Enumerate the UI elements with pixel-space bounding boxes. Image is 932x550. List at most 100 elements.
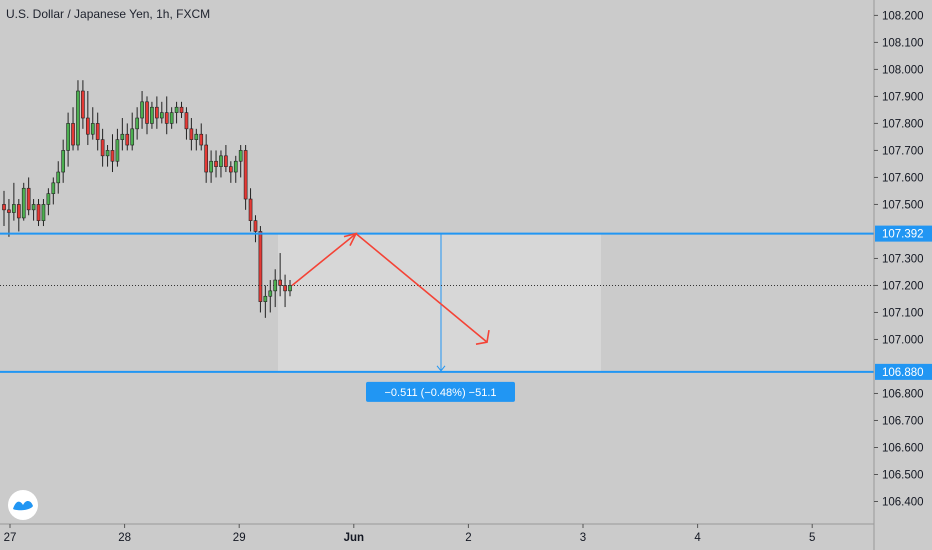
candle-body	[66, 123, 70, 151]
y-tick-label: 107.800	[882, 118, 924, 130]
candle[interactable]	[76, 80, 80, 151]
y-tick-label: 107.500	[882, 199, 924, 211]
candle[interactable]	[100, 128, 105, 167]
candle[interactable]	[120, 118, 125, 151]
candle[interactable]	[179, 101, 184, 119]
candle[interactable]	[16, 199, 21, 232]
candle[interactable]	[81, 80, 85, 129]
candle[interactable]	[228, 161, 233, 183]
candle-body	[85, 117, 90, 135]
candle-body	[184, 112, 189, 130]
candle[interactable]	[169, 107, 174, 129]
candle-body	[258, 231, 263, 302]
candle-body	[95, 123, 100, 140]
candle-body	[243, 150, 248, 200]
candle[interactable]	[253, 215, 258, 243]
y-tick-label: 108.100	[882, 37, 924, 49]
candle[interactable]	[135, 107, 139, 140]
candle-body	[61, 150, 66, 173]
candle[interactable]	[194, 128, 199, 151]
candle[interactable]	[46, 188, 51, 216]
candle[interactable]	[184, 107, 189, 140]
candle[interactable]	[130, 112, 135, 151]
candle-body	[135, 117, 139, 130]
candle-body	[7, 209, 11, 213]
candle[interactable]	[36, 199, 41, 227]
measure-label: −0.511 (−0.48%) −51.1	[384, 387, 496, 399]
candle[interactable]	[90, 107, 95, 140]
y-tick-label: 107.200	[882, 280, 924, 292]
candle[interactable]	[189, 118, 194, 151]
y-tick-label: 106.700	[882, 415, 924, 427]
candle[interactable]	[125, 123, 130, 151]
candle-body	[179, 106, 184, 113]
y-tick-label: 108.200	[882, 10, 924, 22]
candle[interactable]	[71, 107, 75, 151]
candle-body	[130, 128, 135, 146]
candle[interactable]	[51, 177, 56, 205]
candle[interactable]	[263, 285, 268, 318]
candle[interactable]	[110, 134, 115, 173]
candle[interactable]	[105, 145, 110, 167]
candle-body	[51, 182, 56, 194]
candle-body	[253, 220, 258, 232]
candle-body	[90, 123, 95, 135]
chart-title: U.S. Dollar / Japanese Yen, 1h, FXCM	[6, 7, 210, 21]
tradingview-logo[interactable]	[8, 490, 38, 520]
candle-body	[36, 204, 41, 221]
candle[interactable]	[85, 91, 90, 146]
candle[interactable]	[61, 139, 66, 183]
candle[interactable]	[2, 190, 6, 227]
y-tick-label: 108.000	[882, 64, 924, 76]
candle[interactable]	[150, 101, 154, 129]
candle-body	[263, 295, 268, 302]
candle[interactable]	[238, 145, 243, 178]
candle[interactable]	[56, 161, 61, 194]
candle[interactable]	[140, 91, 144, 129]
candle[interactable]	[31, 199, 36, 221]
candle[interactable]	[159, 101, 164, 124]
x-tick-label: 2	[465, 532, 471, 544]
candle[interactable]	[115, 128, 120, 167]
candle[interactable]	[41, 199, 46, 227]
y-tick-label: 106.400	[882, 496, 924, 508]
candle[interactable]	[174, 101, 179, 124]
candle[interactable]	[214, 150, 218, 178]
y-tick-label: 106.500	[882, 469, 924, 481]
y-tick-label: 107.700	[882, 145, 924, 157]
candle[interactable]	[204, 134, 209, 183]
candle[interactable]	[278, 253, 282, 297]
cloud-icon	[13, 500, 33, 511]
candle[interactable]	[209, 150, 213, 183]
candle[interactable]	[258, 226, 263, 313]
x-tick-label: 27	[4, 532, 17, 544]
candle[interactable]	[66, 112, 70, 167]
candle-body	[219, 155, 223, 167]
candle[interactable]	[155, 96, 159, 129]
x-tick-label: 28	[118, 532, 131, 544]
candle[interactable]	[199, 123, 204, 151]
candle[interactable]	[288, 280, 292, 297]
candle[interactable]	[219, 150, 223, 178]
candle[interactable]	[21, 182, 26, 221]
candle-body	[248, 198, 253, 221]
candle[interactable]	[7, 199, 11, 237]
candle-body	[164, 112, 169, 124]
candle-body	[2, 204, 6, 211]
level-price-label: 107.392	[882, 229, 924, 241]
candle[interactable]	[224, 145, 228, 173]
x-tick-label: 29	[233, 532, 246, 544]
candle[interactable]	[164, 96, 169, 135]
candle[interactable]	[145, 96, 149, 135]
candle[interactable]	[243, 145, 248, 210]
candle[interactable]	[248, 188, 253, 232]
x-tick-label: 4	[694, 532, 701, 544]
candle-body	[224, 155, 228, 167]
candle[interactable]	[95, 112, 100, 151]
candle-body	[105, 150, 110, 157]
candle[interactable]	[233, 155, 238, 183]
candle-body	[115, 139, 120, 162]
candle[interactable]	[12, 182, 16, 221]
candle[interactable]	[26, 177, 31, 216]
